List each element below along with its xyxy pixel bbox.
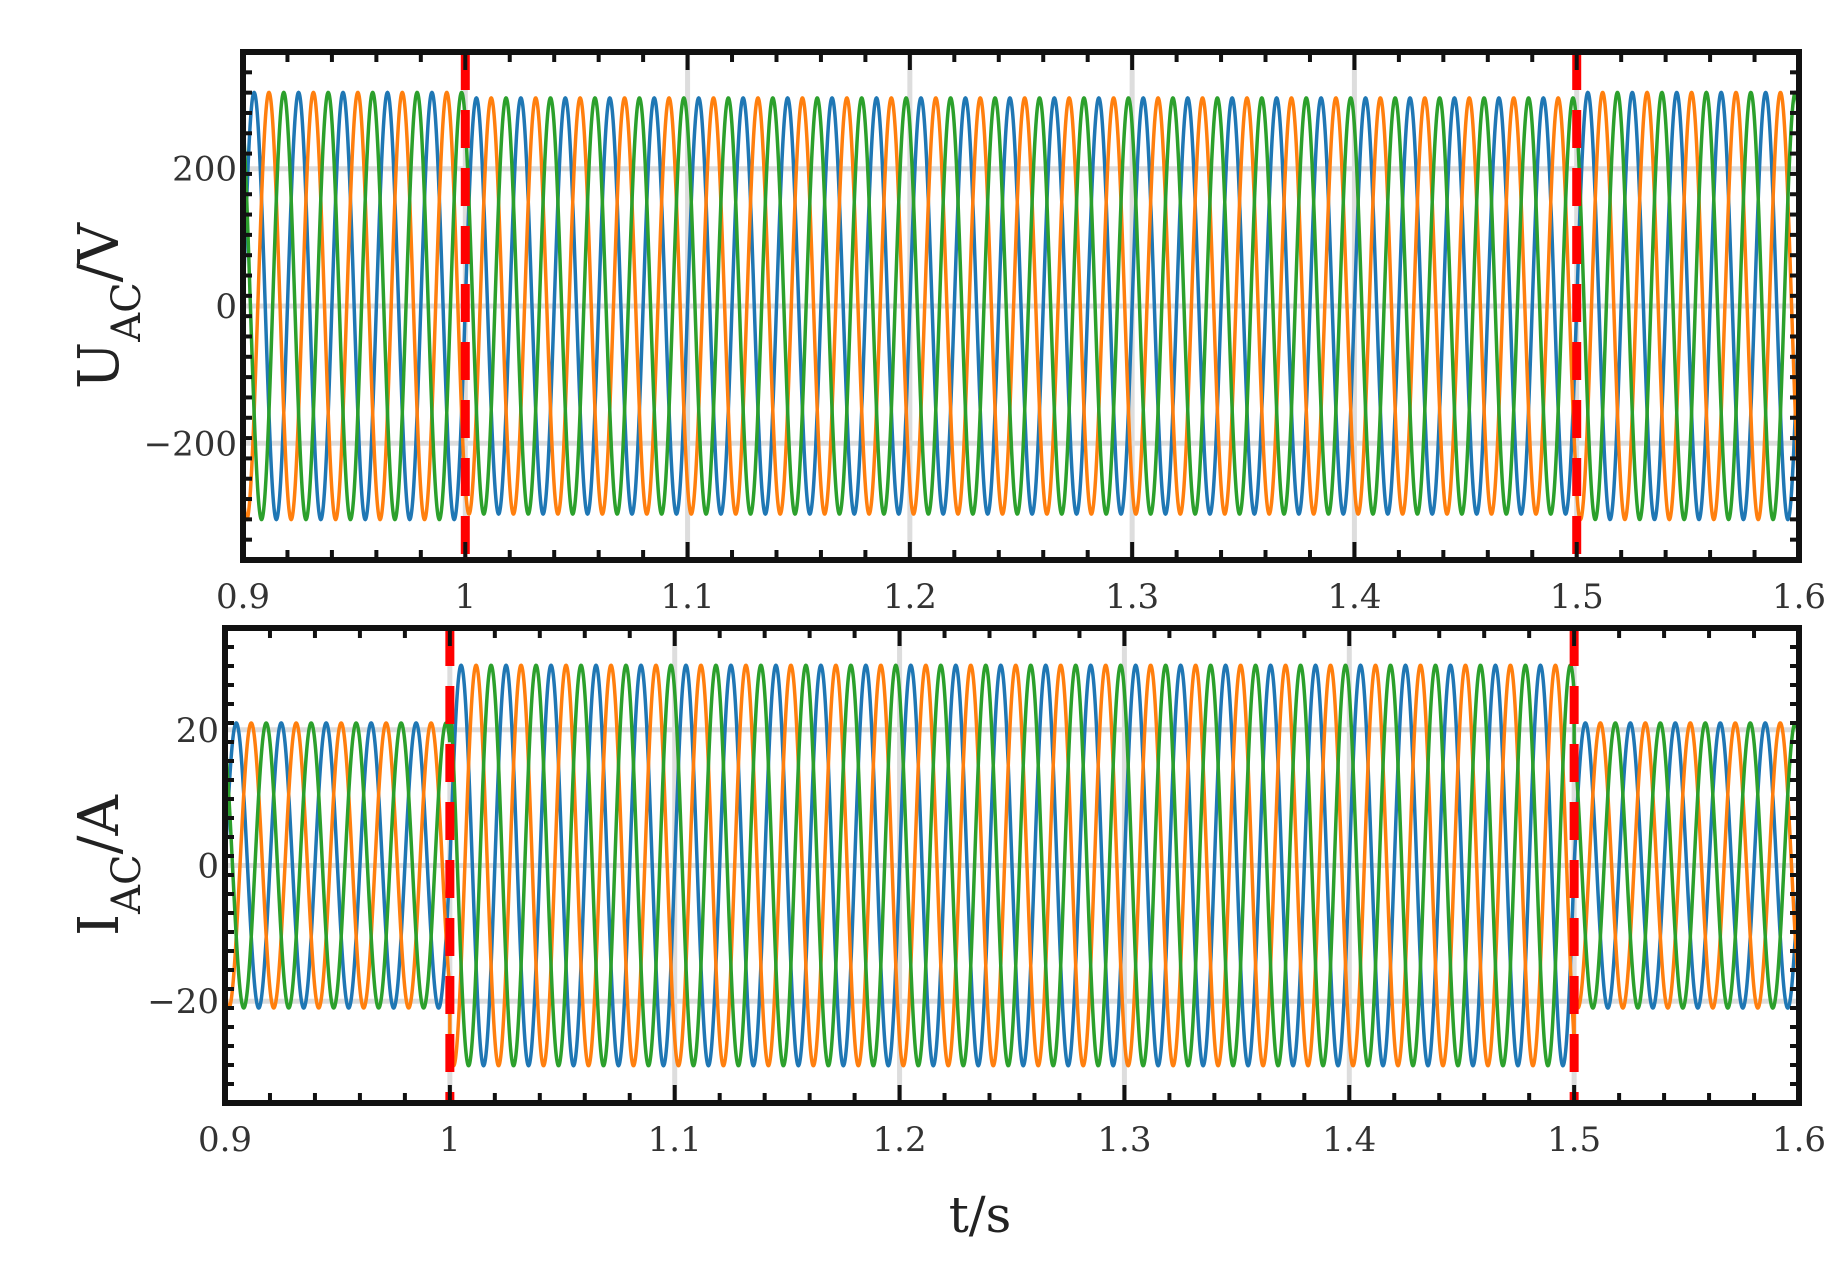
x-tick-label: 1.2: [883, 577, 937, 617]
y-axis-title-main: I: [67, 914, 132, 936]
current-phase-1-line: [225, 663, 1799, 1068]
y-tick-label: −200: [144, 424, 237, 464]
y-tick-label: 0: [197, 847, 219, 887]
x-tick-label: 1.4: [1327, 577, 1381, 617]
current-phase-2-line: [225, 663, 1799, 1068]
x-tick-label: 1.3: [1097, 1120, 1151, 1160]
x-tick-label: 1.3: [1105, 577, 1159, 617]
x-tick-label: 1.5: [1547, 1120, 1601, 1160]
y-tick-label: 20: [176, 711, 219, 751]
current-panel: 0.9 1 1.1 1.2 1.3 1.4 1.5 1.6 20 0 −20 IAC/A: [67, 625, 1826, 1160]
current-phase-3-line: [225, 663, 1799, 1068]
y-tick-label: 0: [215, 287, 237, 327]
voltage-phase-3-line: [243, 90, 1799, 522]
plot-frame: [222, 625, 1802, 1106]
x-tick-label: 1.2: [873, 1120, 927, 1160]
x-tick-label: 0.9: [198, 1120, 252, 1160]
voltage-phase-1-line: [243, 90, 1799, 522]
plot-frame: [240, 49, 1802, 563]
y-axis-title: IAC/A: [67, 794, 150, 935]
voltage-panel: 0.9 1 1.1 1.2 1.3 1.4 1.5 1.6 200 0 −200 UAC/V: [67, 49, 1826, 617]
x-tick-label: 1.5: [1550, 577, 1604, 617]
y-axis-title-main: U: [67, 342, 132, 389]
y-tick-label: 200: [172, 150, 237, 190]
x-tick-label: 1: [454, 577, 476, 617]
x-tick-label: 1.1: [648, 1120, 702, 1160]
y-axis-title-sub: AC: [104, 854, 150, 915]
x-tick-label: 1.6: [1772, 1120, 1826, 1160]
voltage-phase-2-line: [243, 90, 1799, 522]
x-tick-label: 1.1: [661, 577, 715, 617]
y-axis-title-unit: /A: [67, 794, 132, 854]
x-tick-label: 1.4: [1322, 1120, 1376, 1160]
x-tick-label: 1: [439, 1120, 461, 1160]
y-axis-title-sub: AC: [104, 282, 150, 343]
x-axis-title: t/s: [949, 1186, 1012, 1244]
x-tick-label: 1.6: [1772, 577, 1826, 617]
y-tick-label: −20: [147, 982, 219, 1022]
y-axis-title: UAC/V: [67, 221, 150, 389]
x-tick-label: 0.9: [216, 577, 270, 617]
y-axis-title-unit: /V: [67, 221, 132, 282]
